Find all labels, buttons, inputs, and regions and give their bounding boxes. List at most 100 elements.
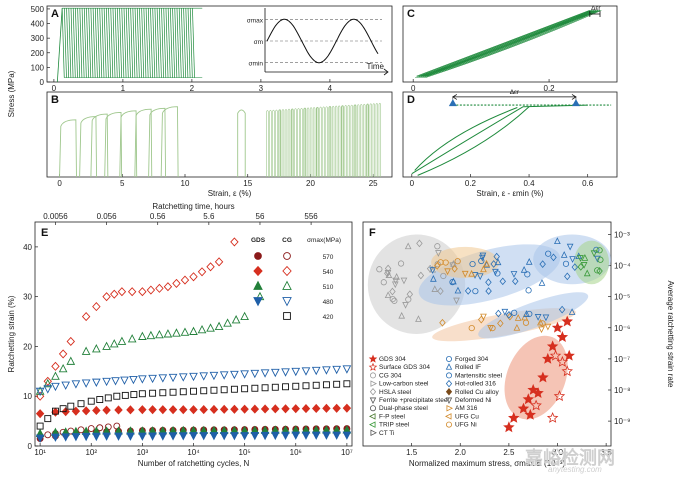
panel-b-ratchet-loop (266, 110, 269, 177)
panel-e-cg-420-point (343, 380, 351, 388)
panel-f-data-point (594, 255, 601, 263)
panel-a-ytick-label: 300 (31, 34, 45, 43)
panel-c-frame (402, 5, 618, 83)
panel-e-gds-540-point (322, 403, 331, 413)
panel-f-region (574, 240, 610, 285)
panel-f-data-point (404, 242, 412, 250)
panel-e-cg-540-point (51, 361, 60, 371)
panel-f-legend-marker (446, 404, 454, 412)
panel-e-gds-480-point (322, 431, 331, 440)
panel-b-ratchet-loop (312, 107, 316, 177)
panel-a-loop-line (192, 8, 195, 78)
panel-b-ratchet-loop (325, 106, 328, 177)
panel-f-data-point (522, 319, 530, 326)
panel-e-cg-510-point (223, 318, 232, 327)
panel-e-cg-510-point (189, 326, 198, 335)
panel-e-gds-480-point (199, 432, 209, 441)
panel-f-data-point (577, 262, 585, 271)
panel-e-gds-480-point (209, 432, 219, 441)
panel-e-xtick-label: 10⁵ (239, 448, 251, 457)
panel-e-cg-480-point (270, 368, 280, 378)
panel-c-loop-up (420, 10, 595, 77)
panel-e-cg-480-point (61, 381, 71, 390)
panel-b-frame (46, 91, 393, 178)
panel-f-data-point (454, 286, 462, 294)
panel-a-loop-line (152, 8, 156, 78)
panel-e-gds-540-point (311, 403, 321, 414)
panel-a-loop-line (132, 8, 136, 78)
panel-f-data-point (511, 309, 518, 316)
panel-e-cg-510-point (81, 346, 91, 355)
panel-a-loop-line (143, 8, 147, 78)
panel-e-cg-540-point (127, 287, 137, 297)
panel-e-cg-420-point (210, 386, 218, 394)
panel-f-data-point (476, 273, 484, 281)
inset-x-arrow (383, 68, 389, 76)
panel-a-loop-line (92, 8, 96, 78)
panel-f-gds304-star (561, 315, 573, 327)
panel-e-gds-480-point (189, 432, 198, 441)
panel-e-cg-480-point (158, 374, 168, 383)
panel-e-toptick-label: 0.56 (150, 212, 166, 221)
panel-b-ratchet-loop (341, 105, 344, 177)
panel-f-data-point (554, 237, 561, 245)
panel-e-ytick-label: 10 (23, 392, 32, 401)
panel-f-legend-marker (368, 354, 378, 363)
panel-e-gds-540-point (158, 405, 168, 415)
panel-f-legend-label: Rolled IF (455, 364, 481, 371)
panel-f-data-point (464, 286, 472, 295)
panel-e-cg-510-point (214, 321, 224, 330)
panel-f-data-point (568, 308, 576, 315)
inset-sine-wave (266, 18, 379, 64)
panel-c-loop-down (425, 10, 602, 78)
panel-f-gds304-star (503, 421, 515, 433)
panel-a-loop-line (108, 8, 111, 78)
panel-f-data-point (449, 279, 456, 286)
panel-e-cg-540-point (163, 282, 173, 292)
panel-f-ytick-label: 10⁻⁴ (614, 262, 631, 271)
panel-e-ytick-label: 20 (23, 342, 32, 351)
panel-a-ytick-label: 500 (31, 5, 45, 14)
panel-e-xtick-label: 10⁴ (187, 448, 200, 457)
panel-e-cg-420-point (312, 381, 320, 389)
panel-f-gds304-star (537, 371, 549, 383)
panel-e-toptick-label: 56 (256, 212, 265, 221)
panel-f-xtick-label: 3.5 (601, 448, 613, 457)
panel-f-surface-gds304-star (530, 399, 542, 411)
panel-f-surface-gds304-star (553, 390, 566, 402)
panel-f-data-point (562, 260, 570, 267)
panel-f-surface-gds304-star (549, 349, 562, 361)
panel-a-loop-line (110, 8, 114, 78)
panel-f-data-point (437, 287, 444, 295)
panel-e-cg-480-point (291, 367, 301, 377)
panel-e-gds-480-point (158, 432, 168, 441)
panel-d-xtick-label: 0.4 (523, 179, 535, 188)
panel-b-ratchet-loop (354, 104, 357, 177)
panel-b-ratchet-loop (306, 107, 310, 177)
panel-e-legend-sigma: σmax(MPa) (307, 237, 341, 244)
panel-f-data-point (523, 310, 530, 317)
panel-f-data-point (583, 269, 591, 277)
panel-f-ytick-label: 10⁻⁷ (614, 355, 630, 364)
panel-e-cg-420-point (292, 382, 300, 390)
panel-f-data-point (580, 262, 588, 269)
panel-f-data-point (483, 259, 490, 267)
panel-a-loop-line (88, 8, 92, 78)
panel-e-cg-480-point (51, 382, 60, 392)
panel-e-cg-540-point (230, 237, 239, 247)
panel-e-cg-510-point (138, 331, 147, 340)
panel-b-ratchet-loop (300, 107, 303, 177)
panel-c-letter: C (407, 8, 415, 20)
panel-e-gds-540-point (148, 405, 157, 415)
panel-e-cg-420-point (169, 388, 177, 396)
panel-f-data-point (392, 277, 399, 285)
panel-d-frame (402, 91, 618, 178)
panel-d-letter: D (407, 94, 415, 106)
panel-e-legend-gds-540 (253, 265, 263, 277)
panel-e-cg-420-point (282, 383, 289, 391)
panel-d-delta-arrow-right (571, 94, 577, 100)
panel-b-xtick-label: 10 (181, 179, 190, 188)
panel-f-data-point (513, 323, 521, 331)
panel-c-xtick-label: 0 (411, 84, 416, 93)
panel-f-plot-area (367, 234, 611, 433)
